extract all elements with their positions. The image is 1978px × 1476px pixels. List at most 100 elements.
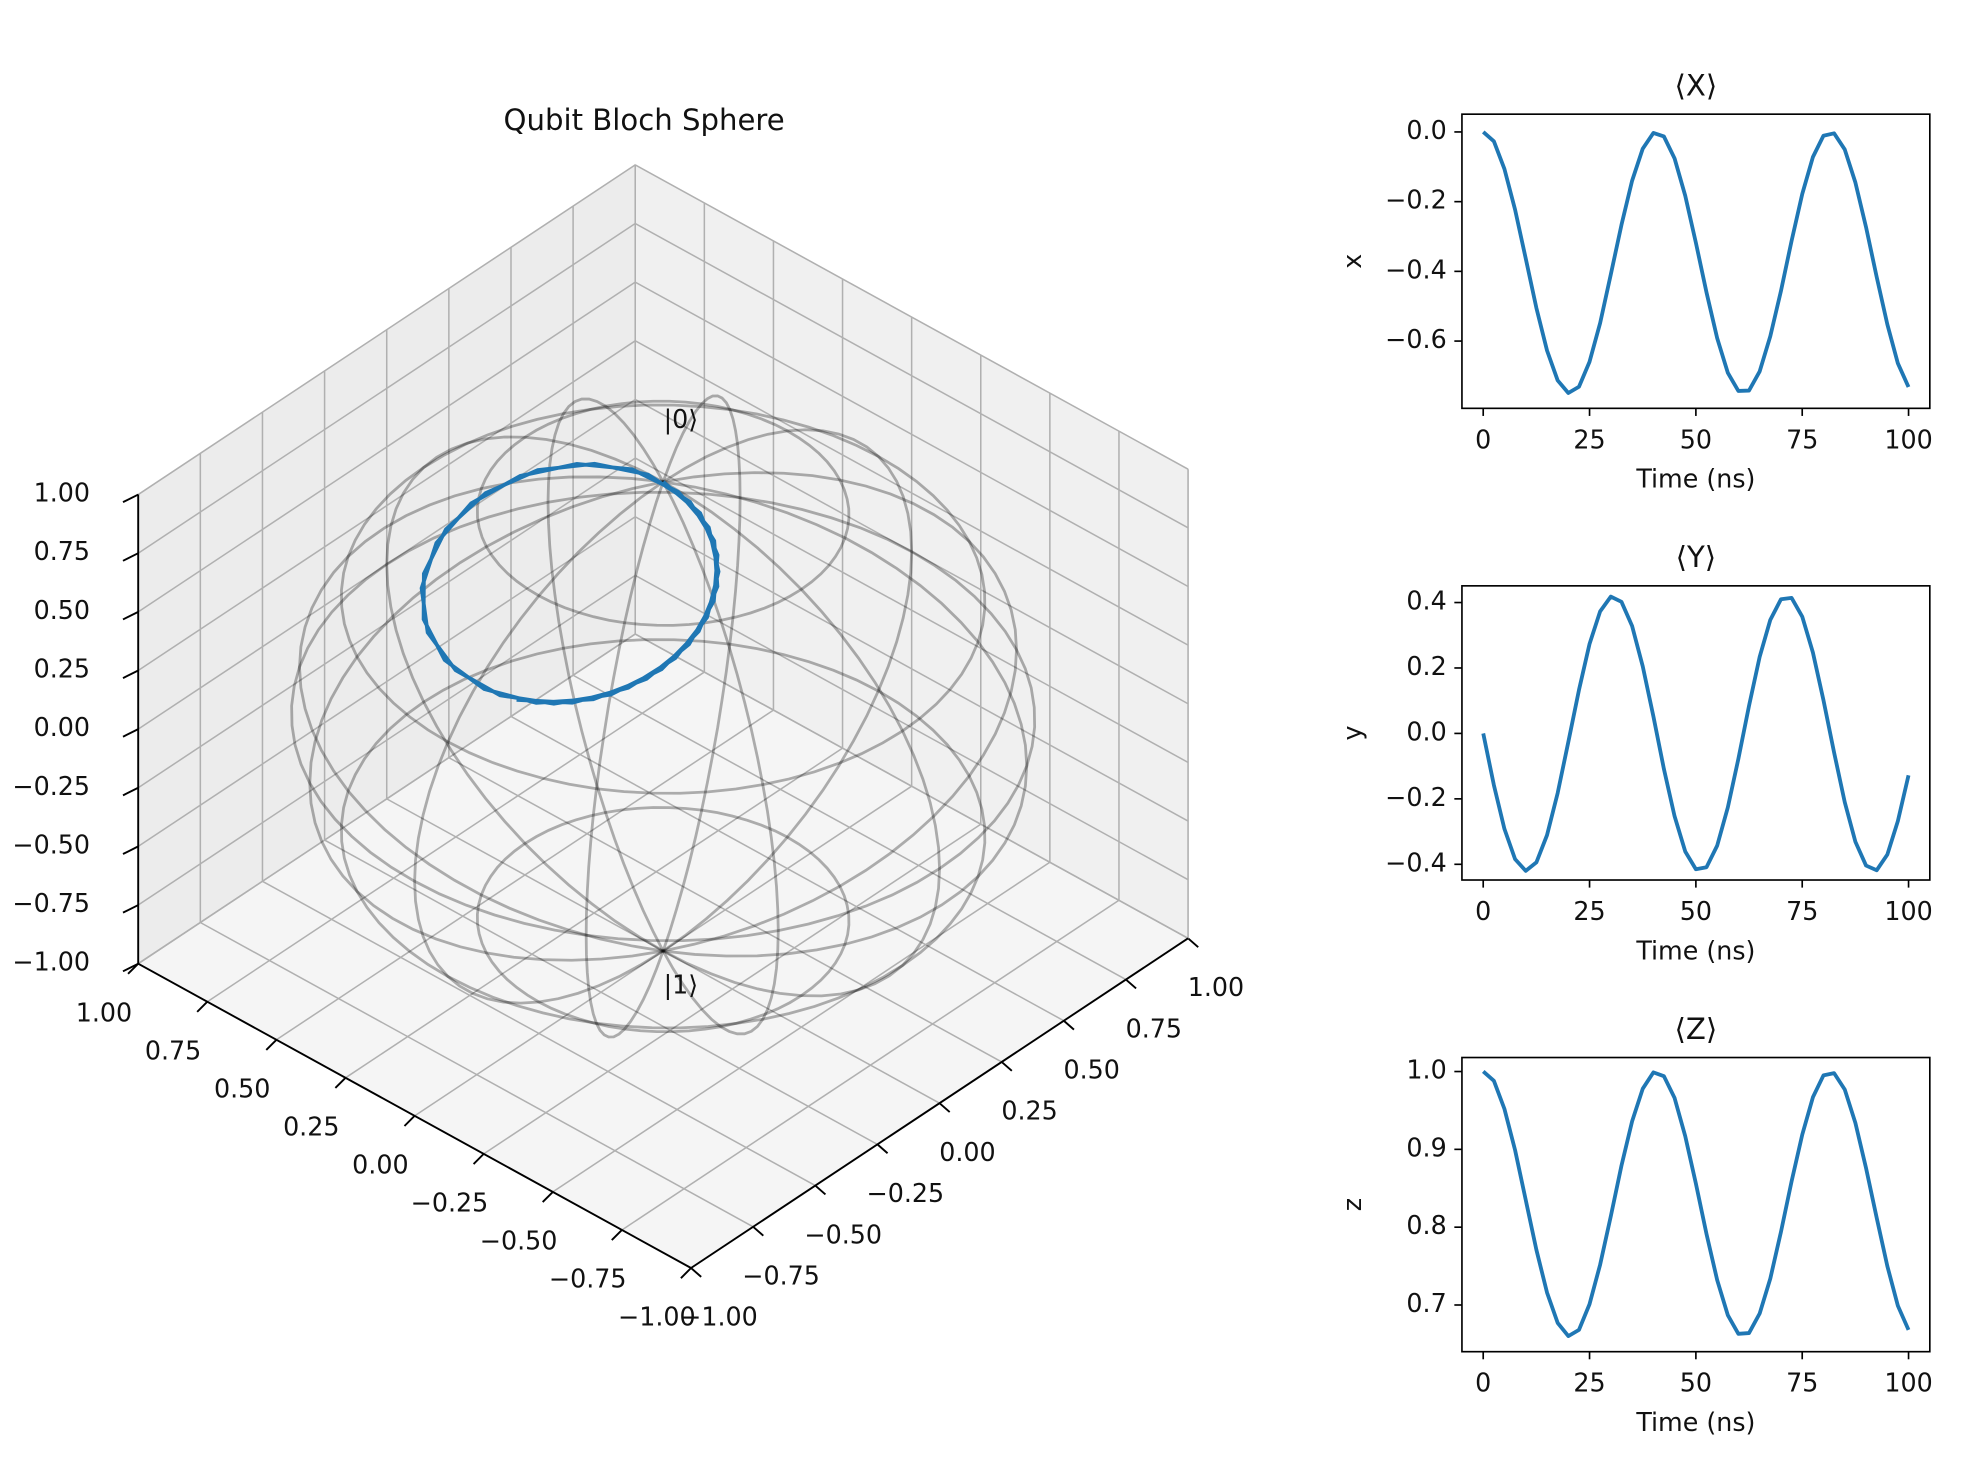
grid-line — [634, 516, 1189, 822]
y-tick-label: −0.2 — [1385, 185, 1447, 215]
x-tick-label: 25 — [1573, 896, 1605, 926]
sphere-wire — [290, 490, 1037, 943]
grid-line — [634, 222, 1189, 529]
grid-line — [137, 281, 636, 613]
y-tick-label: −1.00 — [618, 1302, 696, 1332]
x-tick-label: 0 — [1475, 424, 1491, 454]
y-tick-label: 0.8 — [1406, 1210, 1446, 1240]
x-tick-label: 0.50 — [1063, 1054, 1119, 1084]
sphere-wire — [413, 428, 914, 1005]
tick-mark — [122, 845, 139, 855]
grid-line — [206, 671, 705, 1003]
sphere-wire — [308, 471, 1018, 962]
y-tick-label: 0.4 — [1406, 586, 1446, 616]
x-tick-label: 1.00 — [1188, 972, 1244, 1002]
z-tick-label: −0.50 — [12, 829, 90, 859]
grid-line — [634, 281, 1189, 588]
grid-line — [137, 164, 636, 496]
y-tick-label: 0.0 — [1406, 716, 1446, 746]
z-tick-label: 1.00 — [34, 478, 90, 508]
state-label: |0⟩ — [664, 404, 699, 434]
sphere-wire — [475, 806, 851, 1034]
tick-mark — [472, 1153, 485, 1165]
y-tick-label: −0.75 — [549, 1264, 627, 1294]
y-tick-label: 0.50 — [214, 1073, 270, 1103]
x-tick-label: 0 — [1475, 1368, 1491, 1398]
grid-line — [414, 785, 913, 1117]
y-axis-label: y — [1337, 725, 1367, 740]
x-tick-label: 25 — [1573, 1368, 1605, 1398]
x-tick-label: 75 — [1786, 1368, 1818, 1398]
tick-mark — [265, 1039, 278, 1051]
y-tick-label: −0.4 — [1385, 847, 1447, 877]
subplot-title: ⟨Y⟩ — [1676, 540, 1717, 574]
z-tick-label: −0.25 — [12, 771, 90, 801]
x-tick-label: 0.75 — [1126, 1013, 1182, 1043]
axes-frame — [1461, 1056, 1931, 1353]
tick-mark — [1125, 978, 1137, 990]
sphere-wire — [298, 475, 1029, 958]
x-tick-label: 75 — [1786, 424, 1818, 454]
tick-mark — [752, 1226, 764, 1237]
grid-line — [137, 633, 636, 965]
y-tick-label: 0.25 — [283, 1112, 339, 1142]
grid-line — [634, 633, 1189, 940]
sphere-wire — [546, 397, 780, 1036]
x-tick-label: 50 — [1680, 424, 1712, 454]
axes-frame — [1461, 585, 1931, 881]
tick-mark — [122, 552, 139, 562]
grid-line — [137, 340, 636, 672]
grid-line — [137, 222, 636, 554]
y-tick-label: 0.9 — [1406, 1132, 1446, 1162]
tick-mark — [122, 493, 139, 504]
z-tick-label: 0.25 — [34, 653, 90, 683]
x-tick-label: −0.75 — [742, 1261, 820, 1291]
x-axis-label: Time (ns) — [1635, 935, 1755, 965]
tick-mark — [122, 728, 139, 738]
tick-mark — [680, 1267, 692, 1279]
tick-mark — [1063, 1020, 1075, 1031]
x-tick-label: 50 — [1680, 1368, 1712, 1398]
y-axis-label: x — [1337, 254, 1367, 269]
x-tick-label: 100 — [1884, 896, 1932, 926]
tick-mark — [122, 786, 139, 797]
tick-mark — [196, 1001, 208, 1013]
x-tick-label: 75 — [1786, 896, 1818, 926]
tick-mark — [122, 610, 139, 621]
grid-line — [621, 899, 1120, 1231]
chart-title: Qubit Bloch Sphere — [504, 103, 785, 137]
y-tick-label: 0.00 — [352, 1150, 408, 1180]
y-tick-label: 0.75 — [145, 1035, 201, 1065]
axes-frame — [1461, 113, 1931, 410]
x-tick-label: −0.50 — [804, 1219, 882, 1249]
tick-mark — [1001, 1061, 1013, 1072]
tick-mark — [1187, 937, 1199, 948]
y-tick-label: 1.00 — [76, 997, 132, 1027]
y-axis-line — [137, 962, 692, 1269]
x-tick-label: 0 — [1475, 896, 1491, 926]
y-tick-label: −0.6 — [1385, 324, 1447, 354]
tick-mark — [122, 962, 139, 973]
data-line — [1481, 594, 1911, 873]
z-tick-label: −1.00 — [12, 947, 90, 977]
tick-mark — [814, 1184, 827, 1196]
y-tick-label: 0.2 — [1406, 651, 1446, 681]
x-tick-label: −0.25 — [866, 1178, 944, 1208]
grid-line — [634, 398, 1189, 705]
y-axis-label: z — [1337, 1198, 1367, 1211]
subplot-title: ⟨Z⟩ — [1675, 1012, 1718, 1046]
tick-mark — [122, 904, 139, 914]
sphere-wire — [475, 399, 851, 627]
grid-line — [483, 823, 982, 1155]
grid-line — [634, 574, 1189, 881]
grid-line — [275, 709, 774, 1041]
data-line — [1481, 130, 1911, 395]
tick-mark — [403, 1115, 416, 1127]
trajectory — [419, 461, 721, 706]
sphere-wire — [584, 394, 742, 1039]
tick-mark — [542, 1191, 554, 1203]
tick-mark — [611, 1229, 623, 1241]
tick-mark — [938, 1102, 951, 1113]
